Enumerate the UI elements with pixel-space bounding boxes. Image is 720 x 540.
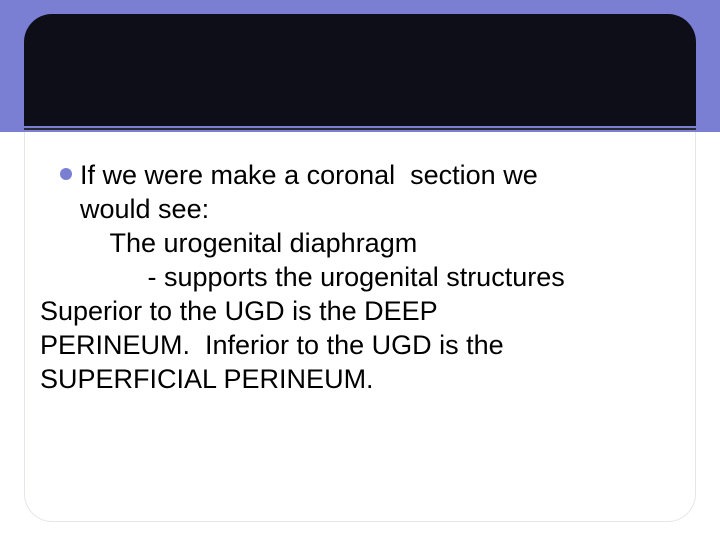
header-divider xyxy=(24,128,696,130)
flush-text-block: Superior to the UGD is the DEEP PERINEUM… xyxy=(40,294,672,396)
body-text: If we were make a coronal section we wou… xyxy=(60,158,672,396)
body-line-4: - supports the urogenital structures xyxy=(80,260,565,294)
body-line-1: If we were make a coronal section we xyxy=(80,158,565,192)
bullet-item: If we were make a coronal section we wou… xyxy=(60,158,672,294)
body-line-6: PERINEUM. Inferior to the UGD is the xyxy=(40,328,672,362)
bullet-dot-icon xyxy=(60,168,72,180)
body-line-7: SUPERFICIAL PERINEUM. xyxy=(40,362,672,396)
body-line-3: The urogenital diaphragm xyxy=(80,226,565,260)
body-line-5: Superior to the UGD is the DEEP xyxy=(40,294,672,328)
title-placeholder xyxy=(24,14,696,126)
bullet-text-block: If we were make a coronal section we wou… xyxy=(80,158,565,294)
body-line-2: would see: xyxy=(80,192,565,226)
slide: If we were make a coronal section we wou… xyxy=(0,0,720,540)
